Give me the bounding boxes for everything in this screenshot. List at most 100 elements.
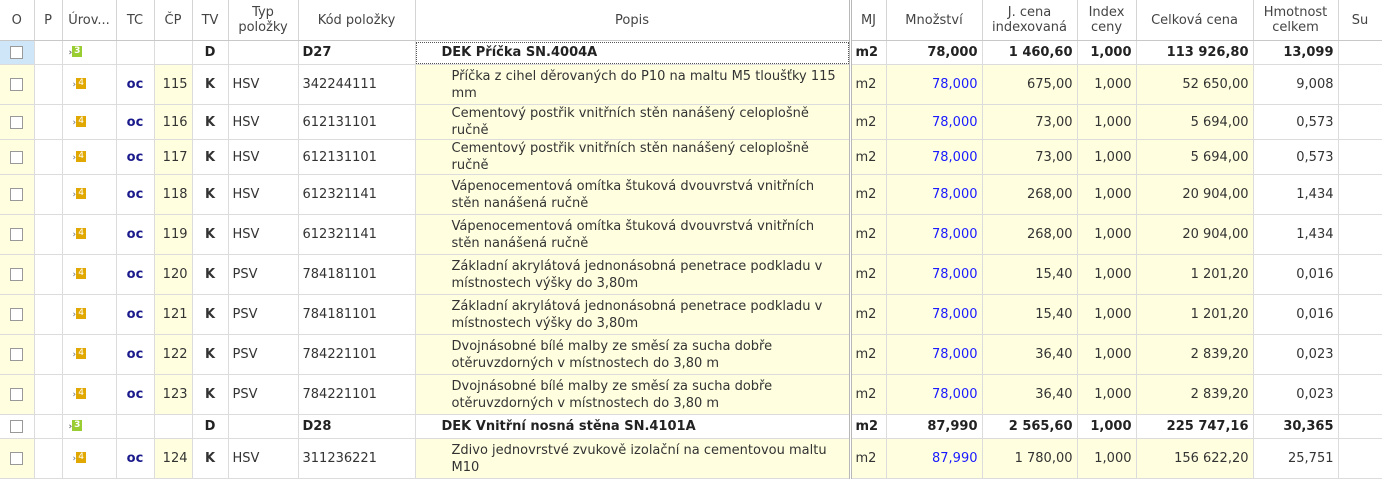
index-cell[interactable]: 1,000 xyxy=(1077,64,1137,105)
mnozstvi-cell[interactable]: 78,000 xyxy=(886,40,983,65)
jcena-cell[interactable]: 73,00 xyxy=(982,139,1078,175)
popis-cell[interactable]: Cementový postřik vnitřních stěn nanášen… xyxy=(415,104,852,140)
checkbox[interactable] xyxy=(10,452,24,465)
popis-cell[interactable]: Základní akrylátová jednonásobná penetra… xyxy=(415,254,852,295)
mnozstvi-cell[interactable]: 87,990 xyxy=(886,414,983,439)
mnozstvi-cell[interactable]: 87,990 xyxy=(886,438,983,479)
popis-cell[interactable]: Zdivo jednovrstvé zvukově izolační na ce… xyxy=(415,438,852,479)
mj-cell[interactable]: m2 xyxy=(850,214,887,255)
expand-chevron-icon[interactable]: › xyxy=(72,117,77,128)
select-cell[interactable] xyxy=(0,139,35,175)
level-cell[interactable]: › 4 xyxy=(62,174,117,215)
cp-cell[interactable]: 122 xyxy=(154,334,193,375)
column-header[interactable]: Množství xyxy=(886,0,983,41)
item-row[interactable]: › 4 oc 119 K HSV 612321141 Vápenocementová omít… xyxy=(0,214,1382,255)
mnozstvi-cell[interactable]: 78,000 xyxy=(886,254,983,295)
popis-cell[interactable]: DEK Příčka SN.4004A xyxy=(415,40,852,65)
cp-cell[interactable]: 119 xyxy=(154,214,193,255)
cp-cell[interactable]: 121 xyxy=(154,294,193,335)
mnozstvi-cell[interactable]: 78,000 xyxy=(886,174,983,215)
kod-cell[interactable]: 612131101 xyxy=(298,104,416,140)
jcena-cell[interactable]: 2 565,60 xyxy=(982,414,1078,439)
jcena-cell[interactable]: 36,40 xyxy=(982,374,1078,415)
checkbox[interactable] xyxy=(10,348,24,361)
index-cell[interactable]: 1,000 xyxy=(1077,174,1137,215)
index-cell[interactable]: 1,000 xyxy=(1077,374,1137,415)
select-cell[interactable] xyxy=(0,374,35,415)
checkbox[interactable] xyxy=(10,115,24,129)
mj-cell[interactable]: m2 xyxy=(850,294,887,335)
kod-cell[interactable]: D28 xyxy=(298,414,416,439)
section-row[interactable]: › 3 D D28 DEK Vnitřní nosná stěna SN.4101A m2… xyxy=(0,414,1382,439)
expand-chevron-icon[interactable]: › xyxy=(72,350,77,360)
checkbox[interactable] xyxy=(10,268,24,281)
item-row[interactable]: › 4 oc 115 K HSV 342244111 Příčka z cihel děrov… xyxy=(0,64,1382,105)
popis-cell[interactable]: Cementový postřik vnitřních stěn nanášen… xyxy=(415,139,852,175)
column-header[interactable]: MJ xyxy=(850,0,887,41)
popis-cell[interactable]: Vápenocementová omítka štuková dvouvrstv… xyxy=(415,174,852,215)
mnozstvi-cell[interactable]: 78,000 xyxy=(886,334,983,375)
cp-cell[interactable] xyxy=(154,40,193,65)
index-cell[interactable]: 1,000 xyxy=(1077,294,1137,335)
mj-cell[interactable]: m2 xyxy=(850,139,887,175)
item-row[interactable]: › 4 oc 120 K PSV 784181101 Základní akrylátová … xyxy=(0,254,1382,295)
expand-chevron-icon[interactable]: › xyxy=(72,270,77,280)
level-cell[interactable]: › 4 xyxy=(62,139,117,175)
kod-cell[interactable]: 612321141 xyxy=(298,214,416,255)
kod-cell[interactable]: 311236221 xyxy=(298,438,416,479)
select-cell[interactable] xyxy=(0,334,35,375)
index-cell[interactable]: 1,000 xyxy=(1077,414,1137,439)
checkbox[interactable] xyxy=(10,308,24,321)
item-row[interactable]: › 4 oc 121 K PSV 784181101 Základní akrylátová … xyxy=(0,294,1382,335)
checkbox[interactable] xyxy=(10,420,24,433)
checkbox[interactable] xyxy=(10,78,24,91)
mj-cell[interactable]: m2 xyxy=(850,64,887,105)
column-header[interactable]: ČP xyxy=(154,0,193,41)
item-row[interactable]: › 4 oc 122 K PSV 784221101 Dvojnásobné bílé mal… xyxy=(0,334,1382,375)
jcena-cell[interactable]: 675,00 xyxy=(982,64,1078,105)
column-header[interactable]: Kód položky xyxy=(298,0,416,41)
expand-chevron-icon[interactable]: › xyxy=(68,422,73,432)
mnozstvi-cell[interactable]: 78,000 xyxy=(886,374,983,415)
select-cell[interactable] xyxy=(0,294,35,335)
column-header[interactable]: O xyxy=(0,0,35,41)
kod-cell[interactable]: 612131101 xyxy=(298,139,416,175)
level-cell[interactable]: › 4 xyxy=(62,294,117,335)
cp-cell[interactable]: 120 xyxy=(154,254,193,295)
index-cell[interactable]: 1,000 xyxy=(1077,214,1137,255)
cp-cell[interactable] xyxy=(154,414,193,439)
level-cell[interactable]: › 3 xyxy=(62,414,117,439)
mj-cell[interactable]: m2 xyxy=(850,104,887,140)
column-header[interactable]: Celková cena xyxy=(1136,0,1254,41)
cp-cell[interactable]: 123 xyxy=(154,374,193,415)
column-header[interactable]: TV xyxy=(192,0,229,41)
mj-cell[interactable]: m2 xyxy=(850,174,887,215)
popis-cell[interactable]: Základní akrylátová jednonásobná penetra… xyxy=(415,294,852,335)
item-row[interactable]: › 4 oc 117 K HSV 612131101 Cementový postřik vn… xyxy=(0,139,1382,175)
level-cell[interactable]: › 4 xyxy=(62,104,117,140)
kod-cell[interactable]: 784221101 xyxy=(298,334,416,375)
level-cell[interactable]: › 4 xyxy=(62,214,117,255)
cp-cell[interactable]: 117 xyxy=(154,139,193,175)
popis-cell[interactable]: Vápenocementová omítka štuková dvouvrstv… xyxy=(415,214,852,255)
jcena-cell[interactable]: 1 780,00 xyxy=(982,438,1078,479)
mj-cell[interactable]: m2 xyxy=(850,374,887,415)
popis-cell[interactable]: Dvojnásobné bílé malby ze směsí za sucha… xyxy=(415,374,852,415)
checkbox[interactable] xyxy=(10,388,24,401)
kod-cell[interactable]: 342244111 xyxy=(298,64,416,105)
column-header[interactable]: Hmotnost celkem xyxy=(1253,0,1339,41)
expand-chevron-icon[interactable]: › xyxy=(72,80,77,90)
index-cell[interactable]: 1,000 xyxy=(1077,104,1137,140)
checkbox[interactable] xyxy=(10,46,24,59)
expand-chevron-icon[interactable]: › xyxy=(72,190,77,200)
jcena-cell[interactable]: 15,40 xyxy=(982,254,1078,295)
select-cell[interactable] xyxy=(0,104,35,140)
index-cell[interactable]: 1,000 xyxy=(1077,438,1137,479)
mj-cell[interactable]: m2 xyxy=(850,414,887,439)
index-cell[interactable]: 1,000 xyxy=(1077,139,1137,175)
kod-cell[interactable]: 784181101 xyxy=(298,254,416,295)
column-header[interactable]: TC xyxy=(116,0,155,41)
kod-cell[interactable]: 784181101 xyxy=(298,294,416,335)
column-header[interactable]: Index ceny xyxy=(1077,0,1137,41)
checkbox[interactable] xyxy=(10,188,24,201)
